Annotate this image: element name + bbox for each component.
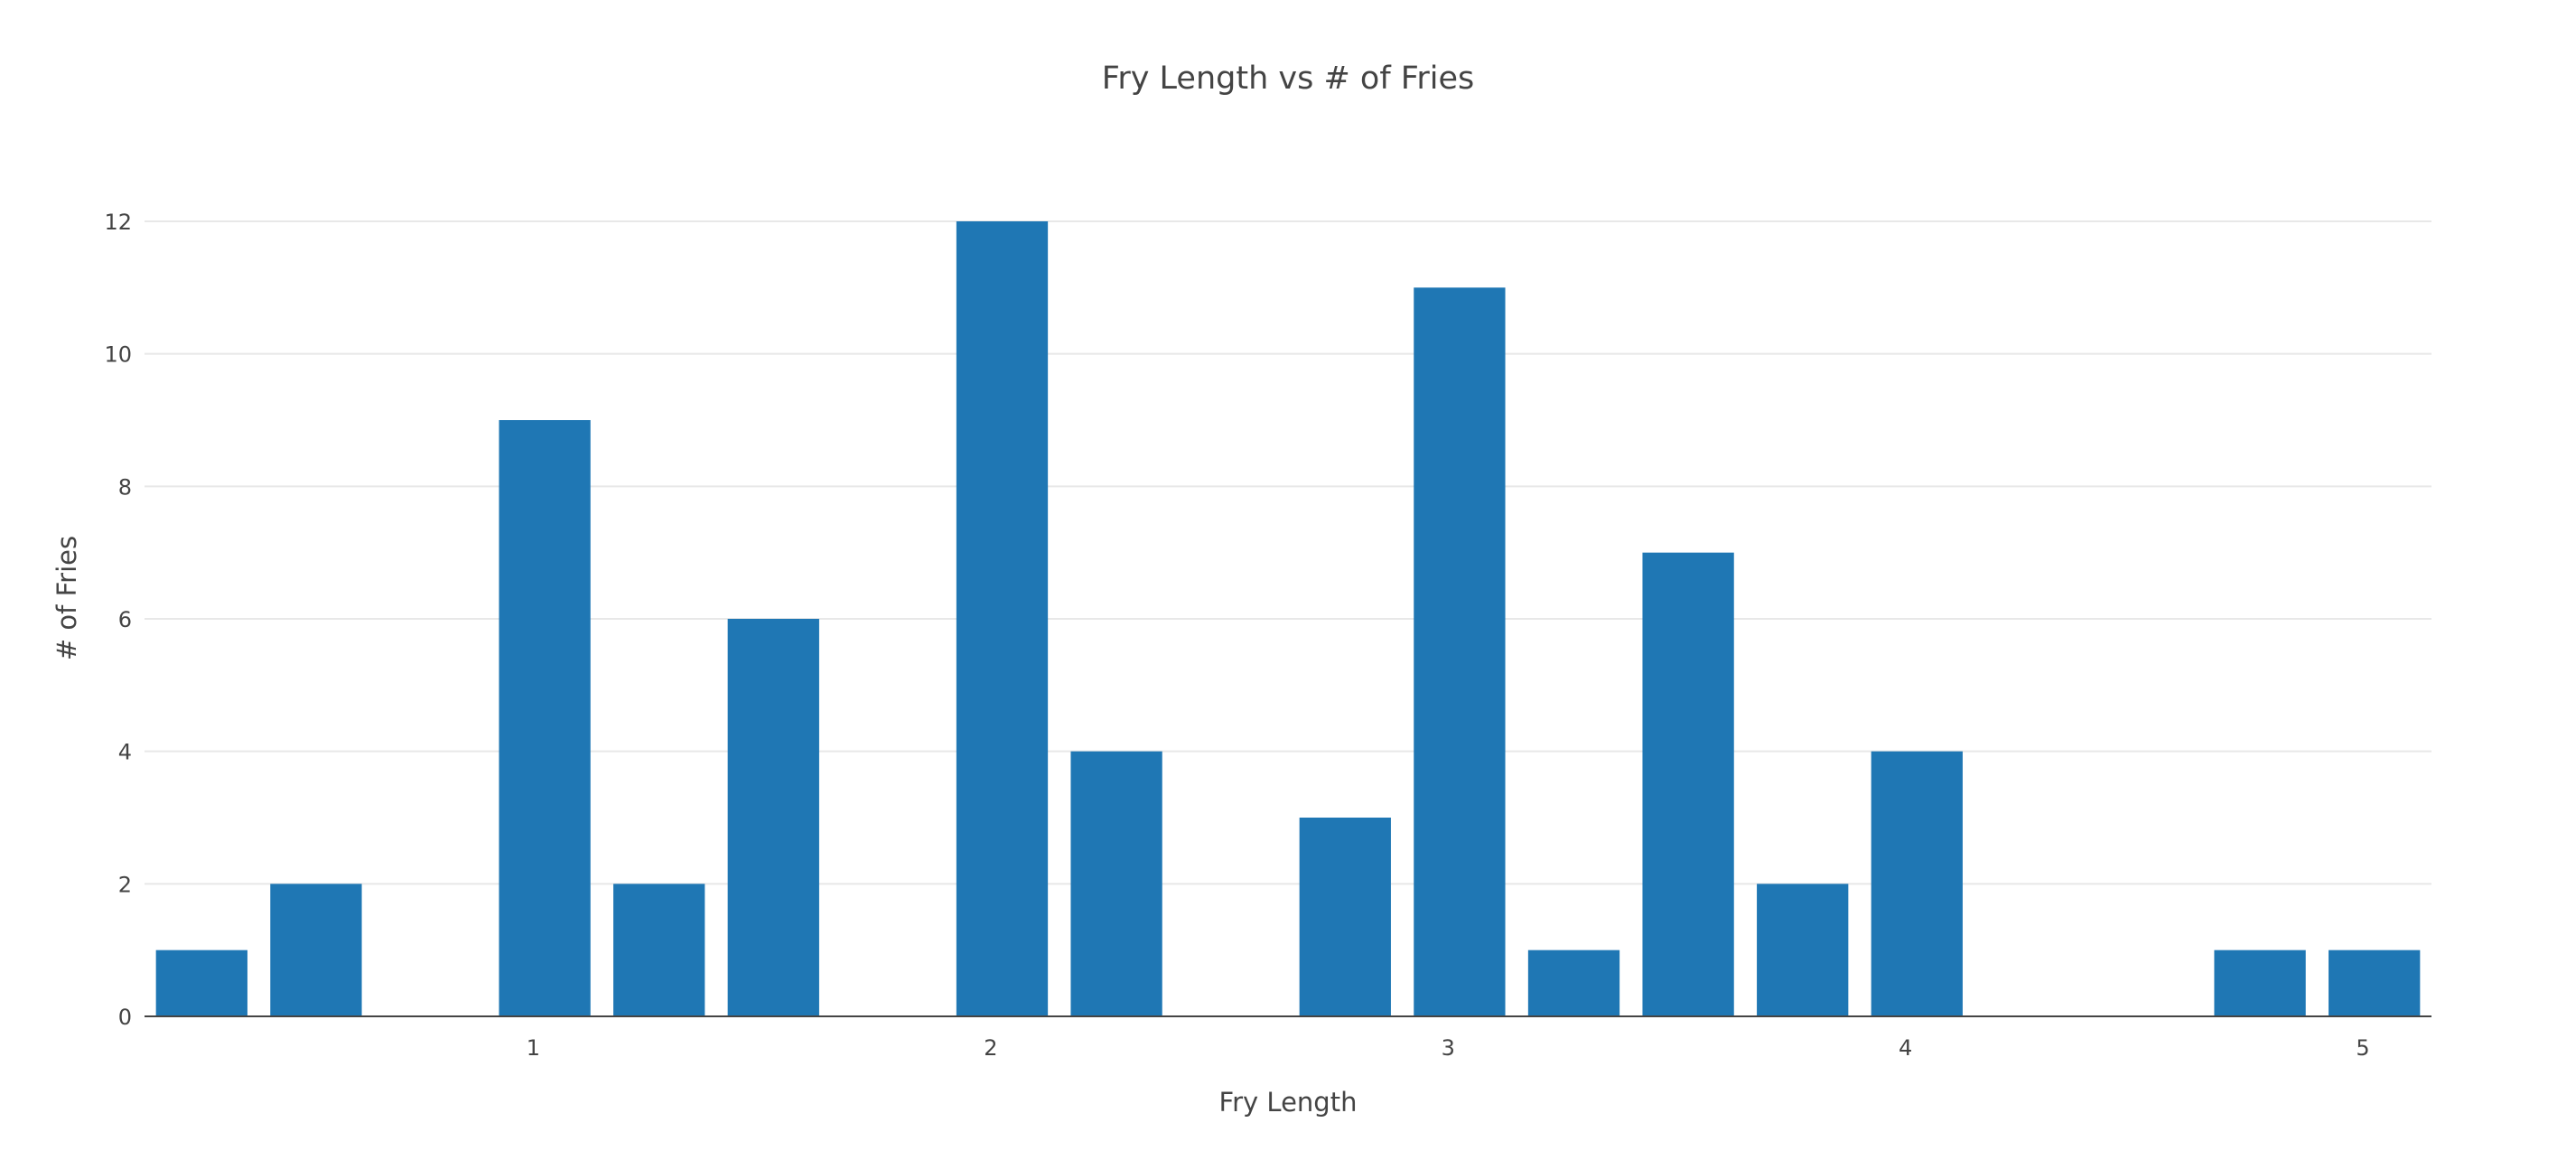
y-axis-label: # of Fries	[51, 536, 82, 660]
x-tick-label: 4	[1899, 1035, 1912, 1061]
y-tick-label: 12	[104, 210, 132, 235]
y-axis-ticks: 0 2 4 6 8 10 12	[104, 210, 132, 1030]
bar	[1527, 950, 1620, 1016]
bar	[1299, 818, 1391, 1016]
bars	[155, 221, 2421, 1016]
y-tick-label: 2	[118, 872, 132, 897]
bar	[613, 884, 705, 1016]
bar	[2329, 950, 2421, 1016]
x-tick-label: 3	[1442, 1035, 1455, 1061]
chart-title: Fry Length vs # of Fries	[1102, 61, 1475, 97]
y-tick-label: 0	[118, 1005, 132, 1030]
y-tick-label: 4	[118, 740, 132, 765]
x-tick-label: 1	[527, 1035, 540, 1061]
bar	[2214, 950, 2306, 1016]
bar	[1642, 552, 1734, 1016]
bar	[270, 884, 362, 1016]
x-tick-label: 5	[2356, 1035, 2369, 1061]
x-tick-label: 2	[984, 1035, 997, 1061]
bar	[1414, 287, 1506, 1016]
bar	[1871, 751, 1963, 1016]
bar	[155, 950, 247, 1016]
bar	[1757, 884, 1849, 1016]
x-axis-ticks: 1 2 3 4 5	[527, 1035, 2370, 1061]
bar	[727, 619, 819, 1016]
y-tick-label: 10	[104, 342, 132, 368]
bar	[956, 221, 1049, 1016]
y-tick-label: 8	[118, 474, 132, 500]
gridlines	[145, 220, 2431, 885]
x-axis-label: Fry Length	[1219, 1087, 1358, 1118]
y-tick-label: 6	[118, 607, 132, 632]
bar	[1070, 751, 1162, 1016]
bar	[499, 420, 591, 1016]
